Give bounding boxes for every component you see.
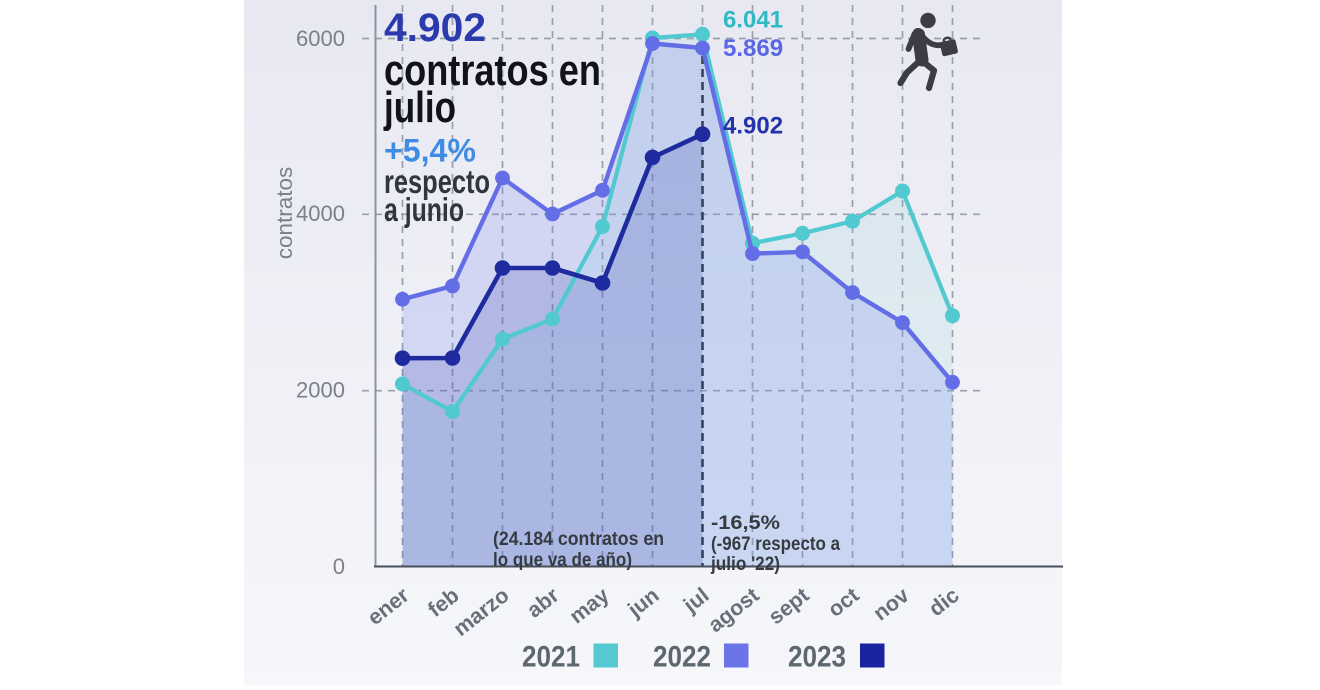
svg-text:6000: 6000: [296, 26, 345, 51]
svg-text:(24.184 contratos en: (24.184 contratos en: [493, 529, 664, 550]
svg-text:5.869: 5.869: [723, 35, 783, 62]
svg-text:a junio: a junio: [384, 191, 464, 228]
svg-text:4.902: 4.902: [384, 6, 486, 50]
svg-text:(-967 respecto a: (-967 respecto a: [711, 534, 840, 555]
svg-text:-16,5%: -16,5%: [711, 513, 780, 534]
svg-text:4.902: 4.902: [723, 113, 783, 140]
svg-text:contratos en: contratos en: [384, 46, 601, 95]
svg-text:4000: 4000: [296, 201, 345, 226]
svg-text:2021: 2021: [522, 641, 580, 674]
svg-text:2000: 2000: [296, 378, 345, 403]
svg-text:contratos: contratos: [272, 167, 297, 260]
svg-text:2023: 2023: [788, 641, 846, 674]
svg-text:julio '22): julio '22): [710, 554, 780, 575]
svg-text:2022: 2022: [653, 641, 711, 674]
svg-text:lo que va de año): lo que va de año): [493, 550, 632, 571]
svg-text:+5,4%: +5,4%: [384, 133, 476, 169]
svg-text:0: 0: [333, 554, 345, 579]
svg-text:julio: julio: [383, 83, 456, 132]
svg-text:6.041: 6.041: [723, 7, 783, 34]
svg-text:respecto: respecto: [384, 163, 490, 200]
